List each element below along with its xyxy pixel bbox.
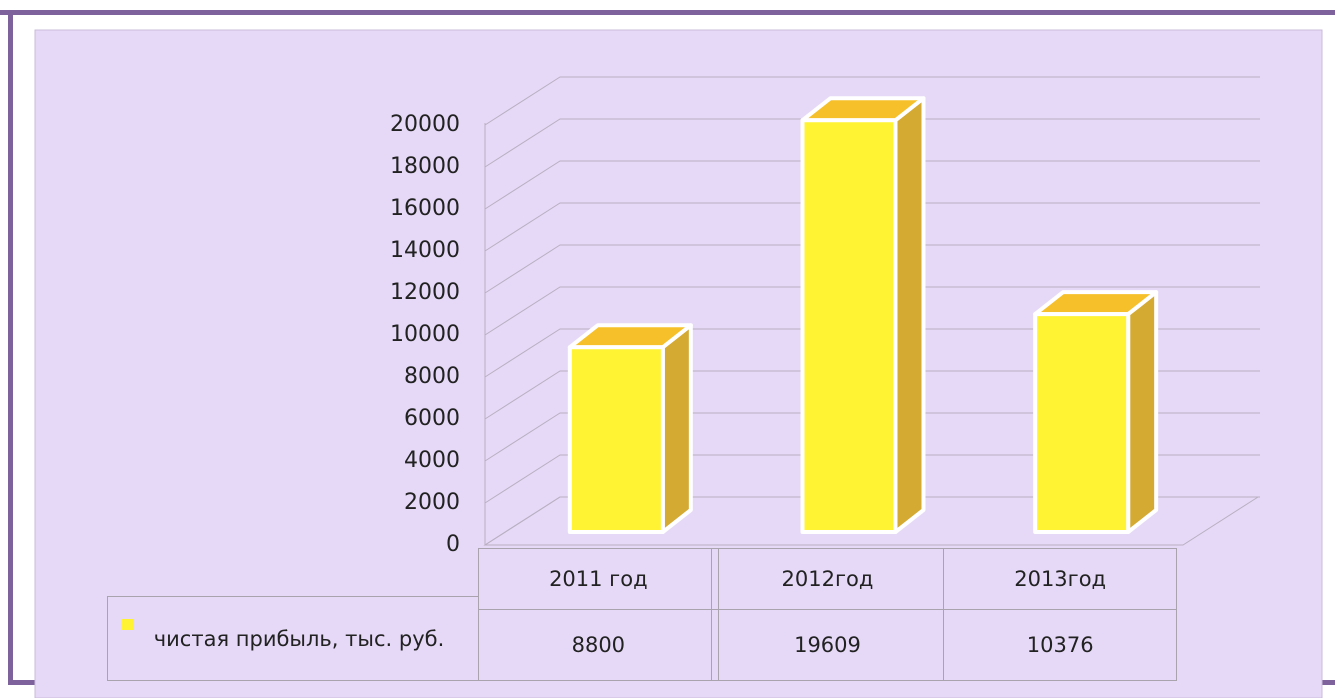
y-tick-label: 18000 [390, 154, 460, 179]
bar-front [567, 345, 665, 534]
y-tick-label: 6000 [404, 406, 460, 431]
y-tick-label: 10000 [390, 322, 460, 347]
grid-line [484, 328, 1260, 378]
grid-line [484, 496, 1260, 546]
bar-front [800, 118, 898, 534]
category-cell: 2011 год [478, 548, 719, 610]
grid-line [484, 286, 1260, 336]
value-cell: 10376 [943, 609, 1177, 681]
legend-cell: чистая прибыль, тыс. руб. [107, 596, 479, 681]
y-tick-label: 20000 [390, 112, 460, 137]
frame-bottom [8, 680, 38, 685]
bar [1033, 290, 1159, 534]
y-tick-label: 14000 [390, 238, 460, 263]
frame-bottom [1322, 680, 1335, 685]
y-tick-label: 2000 [404, 490, 460, 515]
grid-line [484, 412, 1260, 462]
y-tick-label: 8000 [404, 364, 460, 389]
value-cell: 8800 [478, 609, 719, 681]
bar-front [1033, 312, 1131, 534]
grid-line [484, 76, 1260, 126]
category-cell: 2013год [943, 548, 1177, 610]
grid-line [484, 454, 1260, 504]
value-cell: 19609 [710, 609, 945, 681]
bar-side [893, 96, 926, 534]
grid-line [484, 244, 1260, 294]
y-tick-label: 4000 [404, 448, 460, 473]
grid-line [484, 118, 1260, 168]
grid-line [484, 160, 1260, 210]
bar-side [660, 323, 693, 534]
y-tick-label: 12000 [390, 280, 460, 305]
legend-swatch [122, 619, 133, 630]
y-tick-label: 16000 [390, 196, 460, 221]
category-cell: 2012год [710, 548, 945, 610]
frame-top [0, 10, 1335, 15]
grid-line [484, 202, 1260, 252]
y-tick-label: 0 [446, 532, 460, 557]
bar [800, 96, 926, 534]
bar-side [1126, 290, 1159, 534]
legend-label: чистая прибыль, тыс. руб. [153, 626, 445, 651]
frame-left [8, 10, 13, 685]
grid-line [484, 370, 1260, 420]
bar [567, 323, 693, 534]
